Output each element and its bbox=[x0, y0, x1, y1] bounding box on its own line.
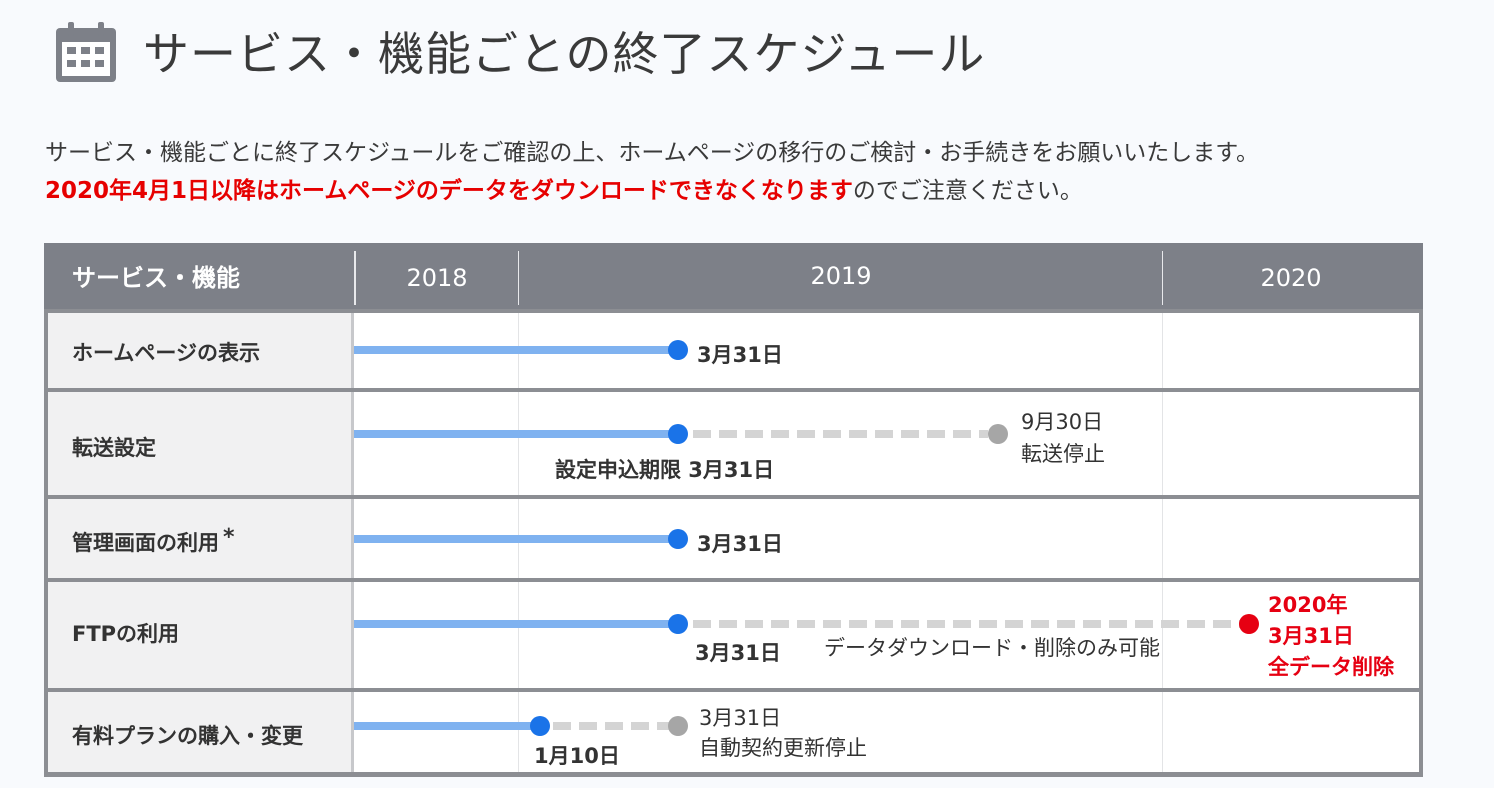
table-header: サービス・機能 2018 2019 2020 bbox=[44, 243, 1423, 309]
end-date-label: 3月31日 bbox=[697, 343, 783, 367]
row-label-text: 管理画面の利用 * bbox=[72, 525, 235, 557]
calendar-icon bbox=[56, 22, 116, 82]
end-dot bbox=[668, 614, 688, 634]
grid-line bbox=[518, 582, 519, 688]
grid-line bbox=[518, 392, 519, 495]
schedule-table: サービス・機能 2018 2019 2020 ホームページの表示 3月31日 転… bbox=[44, 243, 1423, 777]
mid-label: データダウンロード・削除のみ可能 bbox=[824, 636, 1160, 660]
grid-line bbox=[1162, 692, 1163, 772]
row-label-text: 有料プランの購入・変更 bbox=[72, 724, 303, 748]
end-date-label: 1月10日 bbox=[534, 744, 620, 768]
asterisk-mark: * bbox=[223, 525, 235, 550]
end-date-label: 3月31日 bbox=[695, 641, 781, 665]
end-dot bbox=[668, 529, 688, 549]
end-dot bbox=[530, 716, 550, 736]
header-year-2020: 2020 bbox=[1260, 264, 1322, 292]
timeline bbox=[354, 614, 1259, 634]
stop-date-label: 3月31日 bbox=[699, 706, 782, 730]
intro-warning: 2020年4月1日以降はホームページのデータをダウンロードできなくなります bbox=[45, 178, 853, 204]
header-service: サービス・機能 bbox=[72, 264, 240, 292]
table-row: FTPの利用 3月31日 データダウンロード・削除のみ可能 2020年 3月31… bbox=[48, 582, 1419, 688]
header-year-2018: 2018 bbox=[406, 264, 468, 292]
stop-dot bbox=[668, 716, 688, 736]
page-title: サービス・機能ごとの終了スケジュール bbox=[143, 27, 986, 81]
grid-line bbox=[1162, 582, 1163, 688]
table-row: 管理画面の利用 * 3月31日 bbox=[48, 499, 1419, 578]
stop-date-label: 9月30日 bbox=[1021, 410, 1104, 434]
timeline bbox=[354, 424, 1008, 444]
header-divider bbox=[1162, 251, 1163, 305]
table-row: ホームページの表示 3月31日 bbox=[48, 313, 1419, 388]
end-dot bbox=[668, 424, 688, 444]
final-text-label: 全データ削除 bbox=[1268, 655, 1394, 679]
intro-note: のでご注意ください。 bbox=[852, 178, 1083, 204]
final-year-label: 2020年 bbox=[1268, 593, 1348, 617]
intro-line-2: 2020年4月1日以降はホームページのデータをダウンロードできなくなりますのでご… bbox=[45, 172, 1259, 210]
grid-line bbox=[518, 692, 519, 772]
end-dot bbox=[668, 340, 688, 360]
end-date-label: 3月31日 bbox=[697, 532, 783, 556]
grid-line bbox=[1162, 499, 1163, 578]
row-label-text: FTPの利用 bbox=[72, 622, 180, 646]
row-label-main: 管理画面の利用 bbox=[72, 531, 219, 555]
grid-line bbox=[1162, 392, 1163, 495]
timeline bbox=[354, 340, 688, 360]
final-date-label: 3月31日 bbox=[1268, 624, 1354, 648]
row-label-text: ホームページの表示 bbox=[72, 341, 260, 365]
header-divider bbox=[518, 251, 519, 305]
header-divider bbox=[354, 251, 356, 305]
table-row: 転送設定 設定申込期限 3月31日 9月30日 転送停止 bbox=[48, 392, 1419, 495]
stop-dot bbox=[988, 424, 1008, 444]
row-label: 管理画面の利用 * bbox=[48, 499, 354, 578]
row-label: FTPの利用 bbox=[48, 582, 354, 688]
row-label: 有料プランの購入・変更 bbox=[48, 692, 354, 772]
end-date-label: 設定申込期限 3月31日 bbox=[555, 458, 775, 482]
table-row: 有料プランの購入・変更 1月10日 3月31日 自動契約更新停止 bbox=[48, 692, 1419, 772]
intro-text: サービス・機能ごとに終了スケジュールをご確認の上、ホームページの移行のご検討・お… bbox=[45, 134, 1259, 210]
stop-text-label: 転送停止 bbox=[1021, 442, 1105, 466]
header-year-2019: 2019 bbox=[810, 262, 872, 290]
stop-text-label: 自動契約更新停止 bbox=[699, 736, 867, 760]
row-label-text: 転送設定 bbox=[72, 436, 156, 460]
timeline bbox=[354, 716, 688, 736]
row-label: 転送設定 bbox=[48, 392, 354, 495]
grid-line bbox=[1162, 313, 1163, 388]
timeline bbox=[354, 529, 688, 549]
intro-line-1: サービス・機能ごとに終了スケジュールをご確認の上、ホームページの移行のご検討・お… bbox=[45, 140, 1259, 166]
delete-dot bbox=[1239, 614, 1259, 634]
row-label: ホームページの表示 bbox=[48, 313, 354, 388]
